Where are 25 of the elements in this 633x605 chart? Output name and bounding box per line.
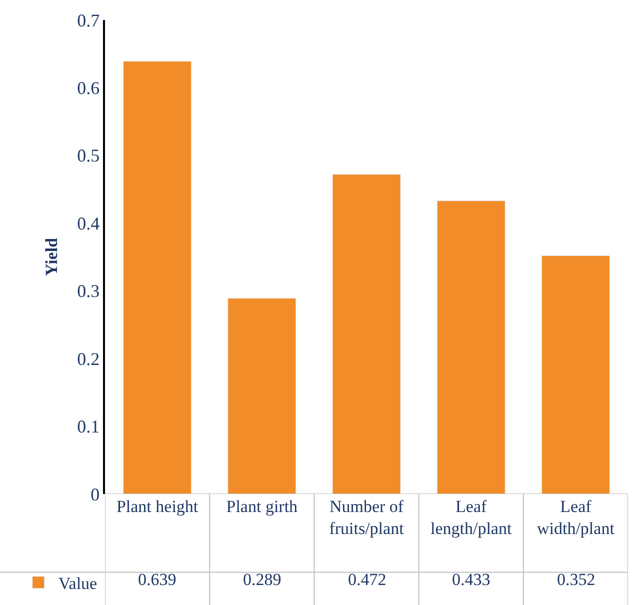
y-tick-label: 0.6 bbox=[77, 78, 100, 98]
y-tick-label: 0.7 bbox=[77, 10, 100, 30]
legend-label: Value bbox=[58, 574, 98, 594]
y-tick-label: 0.5 bbox=[77, 146, 100, 166]
y-tick-label: 0.3 bbox=[77, 281, 100, 302]
y-tick-label: 0.1 bbox=[77, 416, 100, 437]
x-tick-label: Leaf length/plant bbox=[430, 497, 512, 538]
bar bbox=[228, 298, 296, 494]
x-tick-label: Number of fruits/plant bbox=[329, 497, 404, 538]
x-tick-label: Leaf width/plant bbox=[536, 497, 615, 538]
data-label: 0.289 bbox=[243, 570, 282, 589]
x-tick-label: Plant girth bbox=[226, 497, 298, 516]
y-tick-label: 0.4 bbox=[77, 213, 100, 234]
bar bbox=[436, 200, 506, 494]
y-tick-label: 0 bbox=[90, 484, 100, 504]
data-label: 0.352 bbox=[557, 570, 596, 589]
bar bbox=[123, 61, 192, 494]
bar bbox=[541, 255, 610, 494]
x-tick-label: Plant height bbox=[116, 497, 198, 516]
data-label: 0.433 bbox=[452, 570, 490, 589]
data-label: 0.639 bbox=[138, 570, 176, 589]
data-label: 0.472 bbox=[348, 570, 386, 589]
bar bbox=[332, 174, 401, 494]
y-axis-title: Yield bbox=[42, 237, 62, 276]
y-tick-label: 0.2 bbox=[77, 348, 100, 369]
